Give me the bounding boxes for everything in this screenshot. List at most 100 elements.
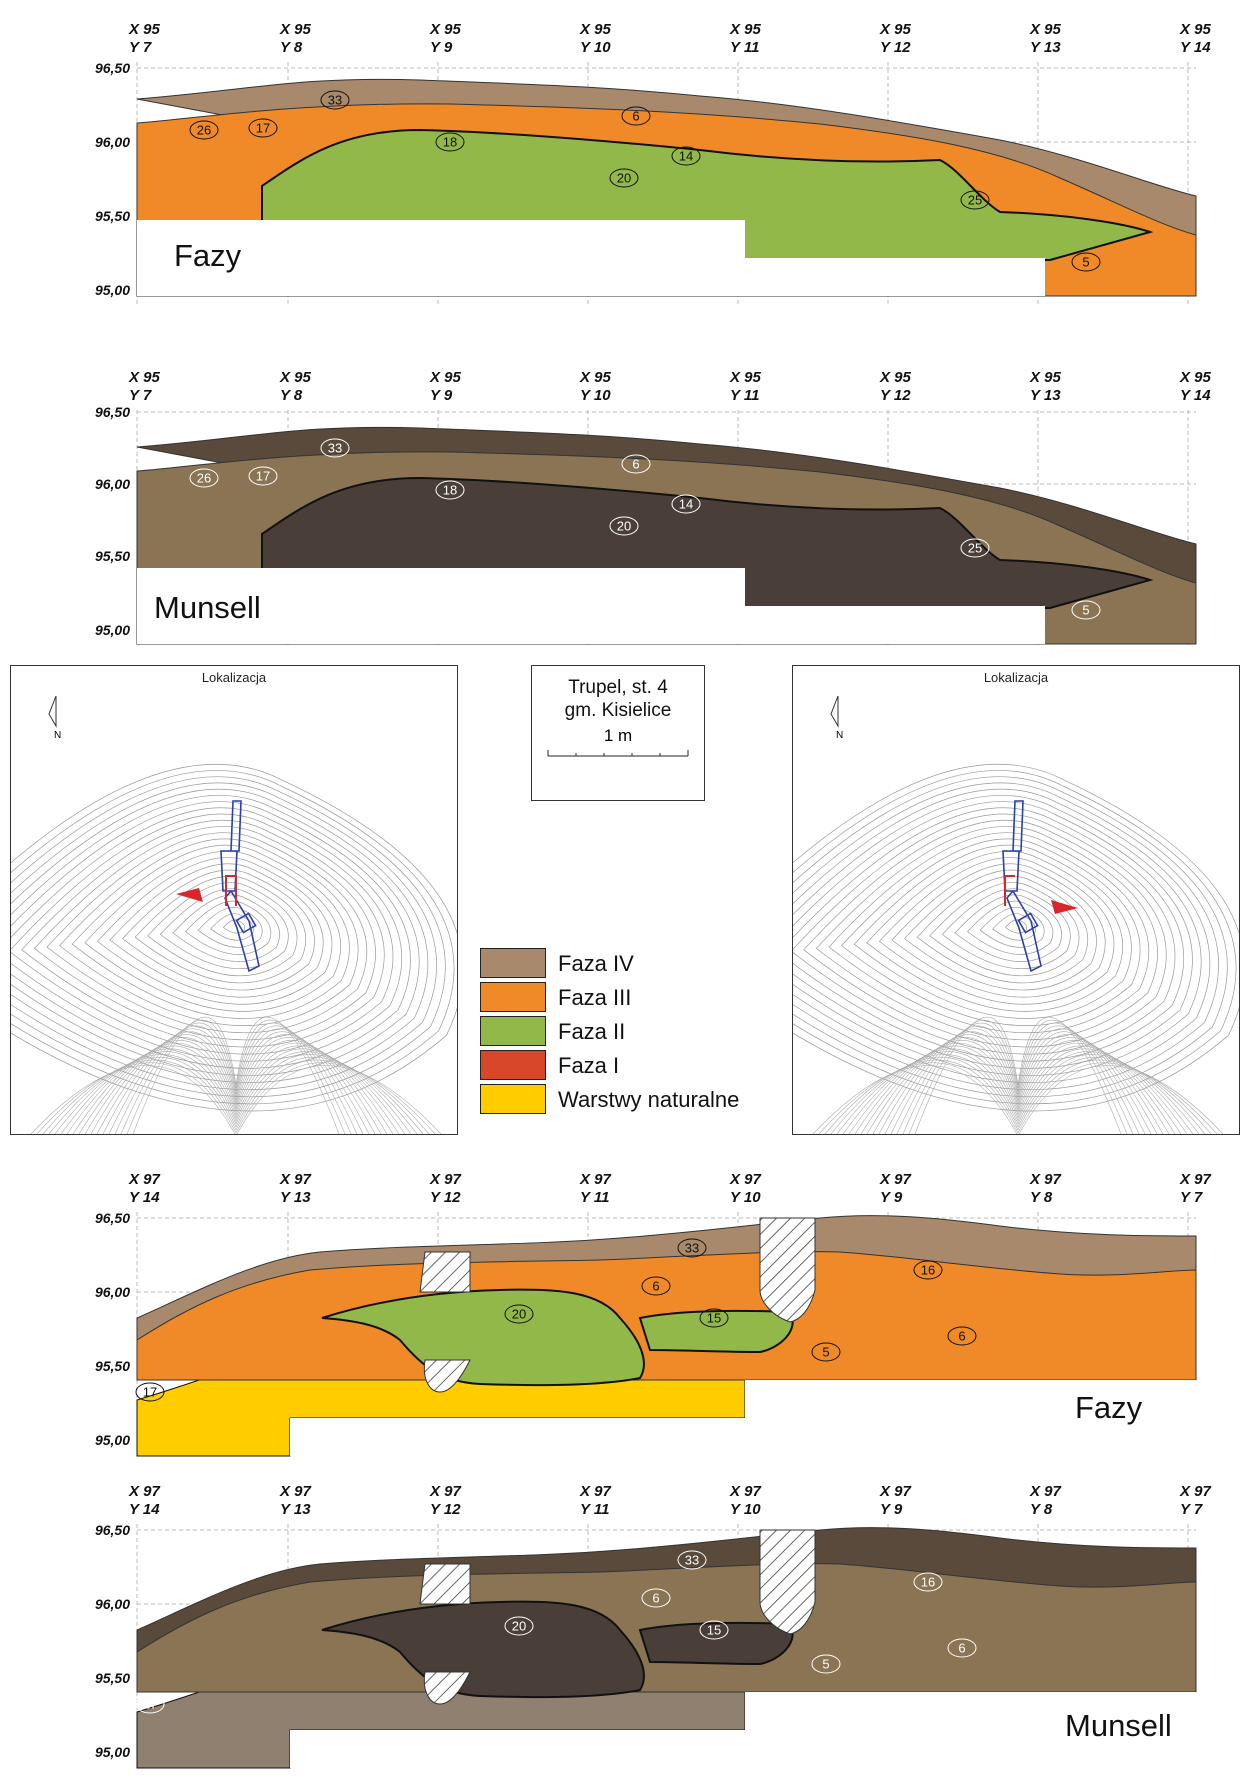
layer-number: 14 (679, 149, 693, 164)
contour-line (11, 801, 411, 1069)
phase-ii-layer (638, 1309, 794, 1354)
grid-x-label: X 97 (729, 1171, 762, 1188)
contour-line (848, 1048, 1188, 1134)
grid-y-label: Y 13 (1030, 387, 1061, 404)
grid-y-label: Y 7 (1180, 1189, 1203, 1206)
layer-label: 6 (641, 1588, 671, 1608)
contour-line (866, 1040, 1170, 1134)
grid-y-label: Y 13 (280, 1501, 311, 1518)
section-title: Fazy (174, 238, 242, 273)
contour-line (59, 838, 359, 1026)
contour-map (793, 695, 1239, 1134)
contour-line (114, 1025, 358, 1134)
elevation-label: 95,00 (95, 1432, 130, 1448)
layer-label: 14 (671, 146, 701, 166)
layer-label: 20 (609, 516, 639, 536)
contour-line (793, 807, 1185, 1062)
north-arrow-label: N (836, 730, 844, 741)
grid-x-label: X 97 (1029, 1171, 1062, 1188)
grid-x-label: X 95 (128, 369, 161, 386)
grid-y-label: Y 10 (730, 1189, 761, 1206)
layer-number: 6 (958, 1329, 965, 1344)
strata: 33 26 17 6 18 14 20 25 5 (136, 78, 1197, 297)
legend-swatch (480, 1050, 546, 1080)
site-info-box: Trupel, st. 4 gm. Kisielice 1 m (531, 665, 705, 801)
grid-x-label: X 95 (1179, 21, 1212, 38)
grid-x-label: X 97 (1179, 1483, 1212, 1500)
layer-label: 17 (248, 118, 278, 138)
contour-line (48, 1056, 424, 1134)
grid-y-label: Y 14 (129, 1189, 160, 1206)
contour-line (11, 813, 394, 1055)
layer-label: 15 (699, 1308, 729, 1328)
layer-number: 25 (968, 541, 982, 556)
grid-x-label: X 97 (579, 1483, 612, 1500)
north-arrow-icon (48, 695, 57, 728)
contour-line (842, 1051, 1194, 1134)
contour-line (108, 1028, 364, 1134)
layer-number: 26 (197, 471, 211, 486)
disturbance (759, 1217, 816, 1323)
section-line (225, 875, 237, 906)
contour-line (11, 770, 455, 1105)
contour-line (884, 1031, 1152, 1134)
unexcavated (290, 1692, 1196, 1768)
contour-line (132, 1016, 340, 1134)
map-title: Lokalizacja (201, 670, 267, 685)
grid-x-label: X 97 (279, 1483, 312, 1500)
layer-label: 5 (811, 1654, 841, 1674)
layer-label: 20 (609, 168, 639, 188)
layer-label: 5 (811, 1342, 841, 1362)
layer-number: 20 (617, 519, 631, 534)
contour-line (815, 826, 1158, 1041)
contour-line (904, 869, 1097, 991)
grid-x-label: X 97 (879, 1483, 912, 1500)
layer-label: 17 (135, 1694, 165, 1714)
contour-line (854, 1045, 1182, 1134)
contour-line (967, 900, 1054, 955)
contour-line (878, 1034, 1158, 1134)
contour-line (84, 851, 341, 1012)
contour-line (33, 826, 376, 1041)
north-arrow-icon (830, 695, 839, 728)
layer-label: 26 (189, 120, 219, 140)
contour-line (96, 857, 333, 1005)
contour-line (793, 763, 1239, 1112)
grid-x-label: X 97 (128, 1171, 161, 1188)
grid-y-label: Y 9 (880, 1189, 903, 1206)
legend-swatch (480, 982, 546, 1012)
layer-number: 15 (707, 1311, 721, 1326)
grid-y-label: Y 9 (430, 387, 453, 404)
grid-y-label: Y 7 (129, 39, 152, 56)
layer-number: 5 (822, 1657, 829, 1672)
locality-map-left: Lokalizacja N (10, 665, 458, 1135)
contour-line (109, 863, 324, 998)
disturbance (759, 1529, 816, 1635)
grid-y-label: Y 10 (730, 1501, 761, 1518)
grid-x-label: X 95 (579, 21, 612, 38)
grid-x-label: X 95 (729, 21, 762, 38)
layer-label: 33 (677, 1550, 707, 1570)
grid-y-label: Y 12 (430, 1189, 461, 1206)
contour-line (803, 819, 1167, 1048)
elevation-label: 95,50 (95, 208, 130, 224)
grid-x-label: X 97 (429, 1171, 462, 1188)
elevation-label: 95,00 (95, 282, 130, 298)
layer-label: 15 (699, 1620, 729, 1640)
layer-number: 25 (968, 193, 982, 208)
layer-number: 17 (256, 469, 270, 484)
contour-line (46, 832, 368, 1034)
layer-label: 20 (504, 1616, 534, 1636)
contour-map (11, 695, 457, 1134)
site-name: Trupel, st. 4 (568, 677, 668, 698)
grid-y-label: Y 12 (880, 39, 911, 56)
layer-label: 16 (913, 1260, 943, 1280)
strata: 33 16 6 20 15 5 6 17 (135, 1527, 1197, 1769)
layer-number: 6 (652, 1279, 659, 1294)
contour-line (878, 857, 1115, 1005)
contour-line (11, 763, 457, 1112)
contour-line (120, 1022, 352, 1134)
contour-line (896, 1025, 1140, 1134)
contour-line (185, 900, 272, 955)
elevation-label: 96,00 (95, 134, 130, 150)
